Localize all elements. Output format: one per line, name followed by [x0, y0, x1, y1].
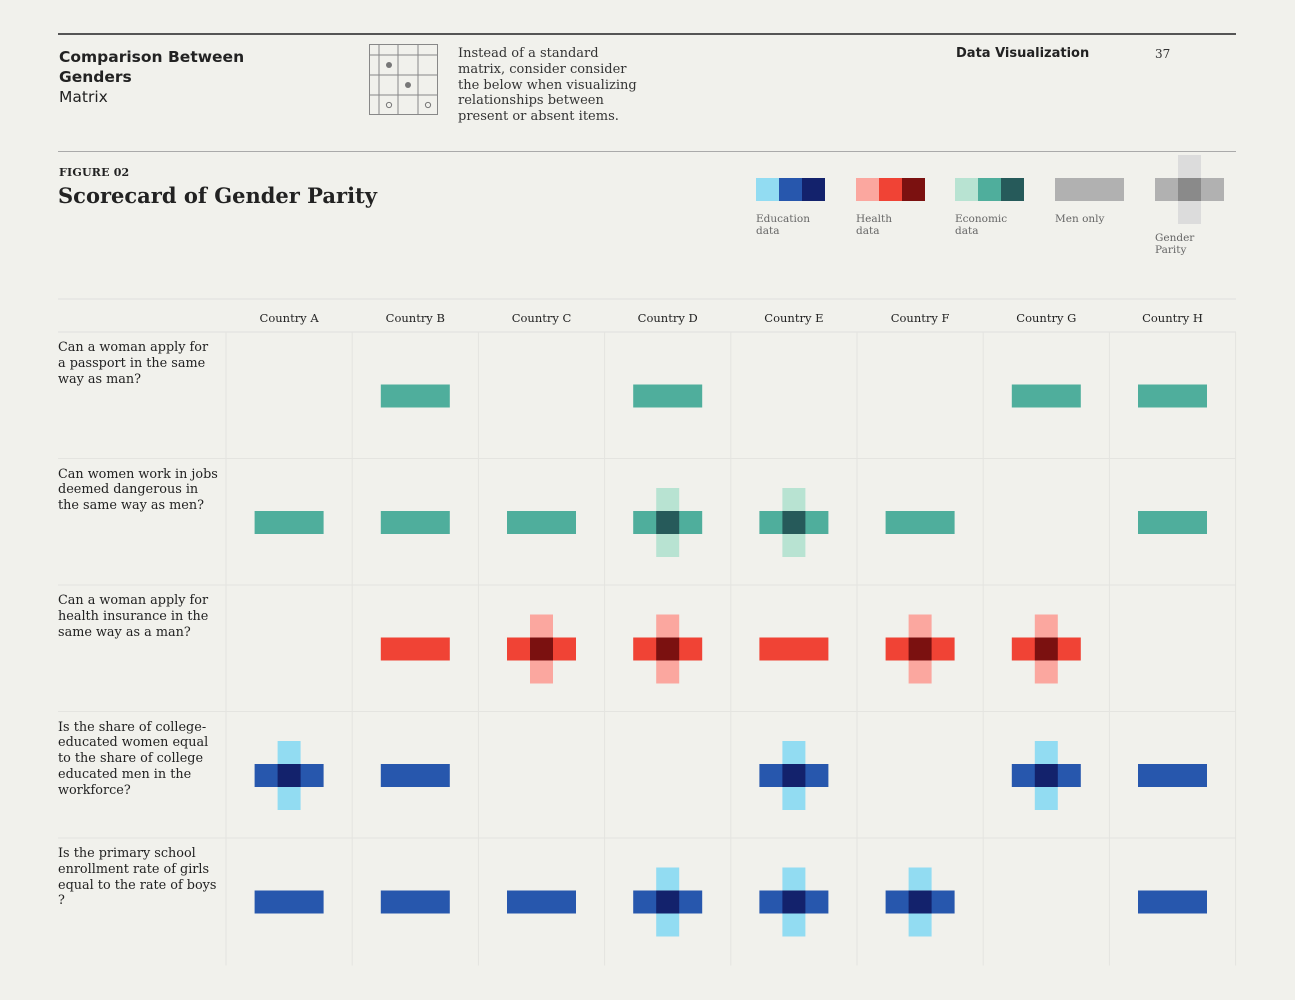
men-only-bar: [759, 637, 829, 661]
men-only-bar: [1138, 890, 1207, 914]
legend-education-light: [756, 178, 779, 201]
document-title: Comparison Between Genders Matrix: [59, 47, 299, 107]
legend-gender-parity-swatch: [1155, 155, 1224, 224]
men-only-bar: [380, 890, 450, 914]
legend-economic-light: [955, 178, 978, 201]
legend-men-only-label: Men only: [1055, 213, 1105, 225]
men-only-bar: [380, 384, 450, 408]
legend-health-mid: [879, 178, 902, 201]
parity-center-square: [656, 637, 680, 661]
figure-title: Scorecard of Gender Parity: [58, 183, 377, 208]
divider-rule: [58, 151, 1236, 152]
legend-gender-parity-label: Gender Parity: [1155, 232, 1195, 256]
description-text: Instead of a standard matrix, consider c…: [458, 46, 637, 125]
page-number: 37: [1155, 47, 1171, 61]
legend-health-dark: [902, 178, 925, 201]
country-header: Country H: [1142, 311, 1203, 325]
question-label: Can a woman apply for health insurance i…: [58, 593, 209, 640]
legend-economic-mid: [978, 178, 1001, 201]
men-only-bar: [254, 890, 324, 914]
parity-center-square: [782, 890, 806, 914]
legend-health-light: [856, 178, 879, 201]
parity-center-square: [656, 890, 680, 914]
country-header: Country C: [512, 311, 572, 325]
section-title: Data Visualization: [956, 46, 1090, 61]
question-label: Can women work in jobs deemed dangerous …: [58, 466, 218, 514]
parity-center-square: [908, 637, 932, 661]
legend-economic-dark: [1001, 178, 1024, 201]
parity-center-square: [782, 764, 806, 787]
parity-center-square: [782, 511, 806, 534]
men-only-bar: [1138, 511, 1207, 534]
country-header: Country G: [1016, 311, 1076, 325]
top-rule: [58, 33, 1236, 35]
men-only-bar: [380, 511, 450, 534]
parity-center-square: [656, 511, 680, 534]
country-header: Country A: [260, 311, 320, 325]
men-only-bar: [1138, 384, 1207, 408]
legend-education-label: Education data: [756, 213, 810, 237]
question-label: Is the primary school enrollment rate of…: [58, 846, 217, 909]
country-header: Country E: [764, 311, 823, 325]
men-only-bar: [1138, 764, 1207, 787]
men-only-bar: [254, 511, 324, 534]
men-only-bar: [633, 384, 703, 408]
legend-education-mid: [779, 178, 802, 201]
parity-center-square: [530, 637, 553, 661]
men-only-bar: [507, 511, 576, 534]
legend-health-swatch: [856, 178, 925, 201]
men-only-bar: [885, 511, 955, 534]
country-header: Country D: [638, 311, 698, 325]
matrix-thumbnail-icon: [369, 44, 438, 115]
legend-men-only-swatch: [1055, 178, 1124, 201]
question-label: Can a woman apply for a passport in the …: [58, 340, 209, 387]
document-title-sub: Matrix: [59, 88, 108, 106]
men-only-bar: [380, 764, 450, 787]
country-header: Country F: [891, 311, 950, 325]
parity-center-square: [908, 890, 932, 914]
men-only-bar: [1011, 384, 1081, 408]
question-label: Is the share of college-educated women e…: [58, 719, 209, 798]
legend-economic-label: Economic data: [955, 213, 1008, 237]
parity-center-square: [1034, 637, 1058, 661]
men-only-bar: [380, 637, 450, 661]
men-only-bar: [507, 890, 576, 914]
document-title-main: Comparison Between Genders: [59, 48, 245, 86]
legend-health-label: Health data: [856, 213, 892, 237]
parity-center-square: [1034, 764, 1058, 787]
figure-label: FIGURE 02: [59, 166, 130, 179]
parity-center-square: [277, 764, 301, 787]
legend-education-swatch: [756, 178, 825, 201]
legend-education-dark: [802, 178, 825, 201]
country-header: Country B: [386, 311, 445, 325]
legend-economic-swatch: [955, 178, 1024, 201]
